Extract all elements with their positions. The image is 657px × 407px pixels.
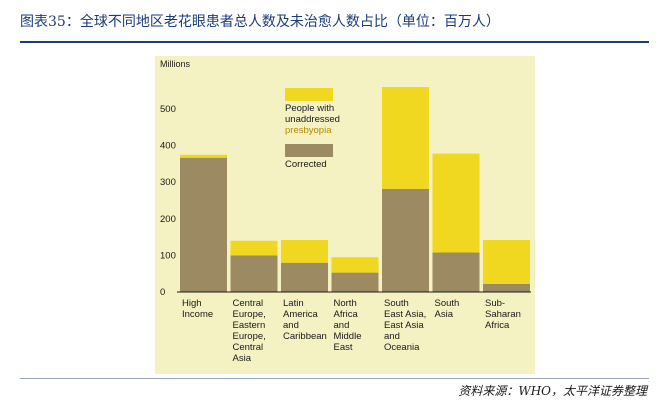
- y-tick-label-4: 400: [160, 141, 176, 152]
- y-tick-label-2: 200: [160, 214, 176, 225]
- source-note: 资料来源：WHO，太平洋证券整理: [458, 384, 647, 398]
- bar-unaddressed-0: [180, 154, 227, 158]
- bar-corrected-5: [432, 252, 480, 292]
- x-tick-label-2: Latin America and Caribbean: [283, 298, 327, 342]
- legend-swatch-unaddressed: [285, 88, 333, 101]
- title-rule: [20, 41, 649, 43]
- bar-unaddressed-5: [432, 153, 480, 253]
- bar-unaddressed-1: [230, 240, 278, 256]
- bar-corrected-1: [230, 255, 278, 292]
- y-tick-label-0: 0: [160, 287, 165, 298]
- x-tick-label-3: North Africa and Middle East: [334, 298, 362, 353]
- x-tick-label-5: South Asia: [435, 298, 460, 320]
- bar-corrected-6: [483, 283, 530, 292]
- bar-corrected-3: [331, 272, 379, 292]
- bar-unaddressed-4: [382, 87, 429, 189]
- footer-rule: [20, 378, 649, 379]
- bar-corrected-0: [180, 157, 227, 292]
- x-tick-label-4: South East Asia, East Asia and Oceania: [384, 298, 426, 353]
- y-tick-label-3: 300: [160, 177, 176, 188]
- presbyopia-chart: Millions 0 100 200 300 400 500 High Income Centra…: [155, 56, 535, 374]
- x-tick-label-1: Central Europe, Eastern Europe, Central Asia: [233, 298, 266, 364]
- x-tick-label-0: High Income: [182, 298, 213, 320]
- legend-swatch-corrected: [285, 144, 333, 157]
- legend-label-corrected: Corrected: [285, 159, 327, 170]
- figure-title: 图表35：全球不同地区老花眼患者总人数及未治愈人数占比（单位：百万人）: [20, 14, 500, 30]
- y-axis-label: Millions: [160, 59, 191, 69]
- y-tick-label-1: 100: [160, 250, 176, 261]
- bar-corrected-4: [382, 188, 429, 292]
- bar-unaddressed-6: [483, 240, 530, 284]
- y-tick-label-5: 500: [160, 104, 176, 115]
- bar-unaddressed-3: [331, 257, 379, 273]
- legend-label-unaddressed: People with unaddressed presbyopia: [285, 103, 340, 136]
- bar-unaddressed-2: [281, 240, 328, 263]
- x-tick-label-6: Sub-Saharan Africa: [485, 298, 521, 331]
- bar-corrected-2: [281, 262, 328, 292]
